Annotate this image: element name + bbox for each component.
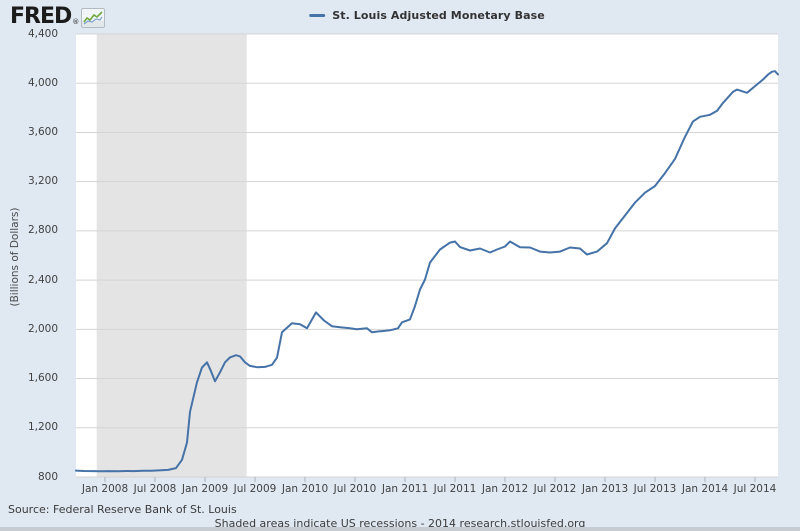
x-tick-label: Jan 2009 [181,483,229,495]
y-tick-label-2400: 2,400 [27,273,58,286]
y-tick-label-4000: 4,000 [27,76,58,89]
fred-logo-registered-mark: ® [72,18,80,26]
x-tick-label: Jul 2012 [533,483,577,495]
x-tick-label: Jan 2014 [681,483,729,495]
source-note: Source: Federal Reserve Bank of St. Loui… [8,503,237,516]
y-tick-label-2000: 2,000 [27,322,58,335]
recession-shading [96,34,247,477]
x-tick-label: Jan 2008 [81,483,129,495]
x-tick-label: Jul 2013 [633,483,677,495]
y-tick-label-3200: 3,200 [27,175,58,188]
fred-logo-link[interactable]: FRED ® [10,4,106,29]
y-tick-label-800: 800 [37,470,58,483]
x-tick-label: Jul 2010 [333,483,377,495]
fred-logo-chart-icon [81,8,106,28]
x-tick-label: Jul 2009 [233,483,277,495]
legend-line-marker [309,14,326,17]
x-tick-label: Jul 2014 [733,483,777,495]
y-tick-label-3600: 3,600 [27,125,58,138]
y-tick-label-4400: 4,400 [27,27,58,40]
monetary-base-line [75,70,779,473]
x-tick-label: Jan 2012 [481,483,529,495]
y-tick-label-2800: 2,800 [27,224,58,237]
y-axis-title: (Billions of Dollars) [9,207,21,307]
recession-note: Shaded areas indicate US recessions - 20… [214,517,586,530]
fred-logo-text: FRED [10,4,72,29]
bottom-strip [0,527,800,531]
x-tick-label: Jan 2013 [581,483,629,495]
y-tick-label-1200: 1,200 [27,421,58,434]
chart-legend: St. Louis Adjusted Monetary Base [309,9,545,22]
legend-series-label: St. Louis Adjusted Monetary Base [332,9,545,22]
y-tick-label-1600: 1,600 [27,372,58,385]
x-tick-label: Jul 2011 [433,483,477,495]
x-tick-label: Jan 2011 [381,483,429,495]
x-tick-label: Jan 2010 [281,483,329,495]
x-tick-label: Jul 2008 [133,483,177,495]
